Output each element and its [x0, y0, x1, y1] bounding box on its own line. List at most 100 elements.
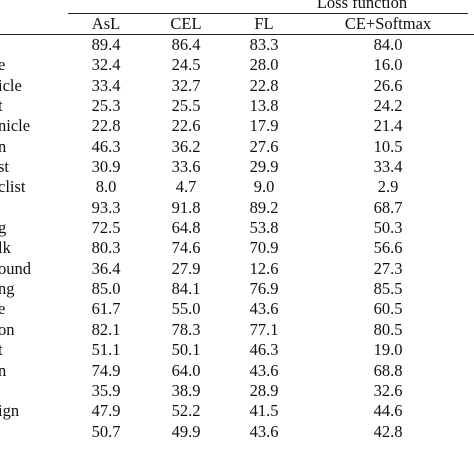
column-header-asl: AsL — [91, 14, 121, 33]
cell-fl: 43.6 — [249, 299, 279, 319]
cell-asl: 32.4 — [91, 55, 121, 75]
cell-ce-softmax: 16.0 — [373, 55, 403, 75]
cell-ce-softmax: 80.5 — [373, 319, 403, 339]
cell-asl: 72.5 — [91, 218, 121, 238]
row-label: t — [0, 96, 3, 116]
cell-asl: 30.9 — [91, 157, 121, 177]
cell-cel: 50.1 — [171, 340, 201, 360]
cell-ce-softmax: 68.7 — [373, 197, 403, 217]
cell-cel: 64.0 — [171, 360, 201, 380]
cell-fl: 46.3 — [249, 340, 279, 360]
cell-ce-softmax: 32.6 — [373, 380, 403, 400]
table-row: 50.7 49.9 43.6 42.8 — [0, 422, 474, 442]
table-row: 35.9 38.9 28.9 32.6 — [0, 381, 474, 401]
cell-fl: 28.9 — [249, 380, 279, 400]
cell-fl: 9.0 — [253, 177, 275, 197]
cell-asl: 35.9 — [91, 380, 121, 400]
cell-ce-softmax: 84.0 — [373, 35, 403, 54]
row-label: icle — [0, 75, 22, 95]
row-label: ign — [0, 401, 20, 421]
table-row: ign 47.9 52.2 41.5 44.6 — [0, 401, 474, 421]
cell-ce-softmax: 19.0 — [373, 340, 403, 360]
cell-cel: 84.1 — [171, 279, 201, 299]
row-label: e — [0, 55, 6, 75]
table-body: 89.4 86.4 83.3 84.0 e 32.4 24.5 28.0 16.0 icle 33.… — [0, 35, 474, 442]
cell-cel: 55.0 — [171, 299, 201, 319]
row-label: nicle — [0, 116, 31, 136]
loss-function-header: Loss function — [316, 0, 408, 12]
cell-fl: 83.3 — [249, 35, 279, 54]
cell-cel: 33.6 — [171, 157, 201, 177]
cell-ce-softmax: 60.5 — [373, 299, 403, 319]
table-row: g 72.5 64.8 53.8 50.3 — [0, 218, 474, 238]
table-row: nicle 22.8 22.6 17.9 21.4 — [0, 116, 474, 136]
cell-cel: 64.8 — [171, 218, 201, 238]
row-label: g — [0, 218, 7, 238]
cell-cel: 4.7 — [175, 177, 197, 197]
cell-fl: 76.9 — [249, 279, 279, 299]
cell-asl: 47.9 — [91, 401, 121, 421]
cell-cel: 32.7 — [171, 75, 201, 95]
table-row: on 82.1 78.3 77.1 80.5 — [0, 320, 474, 340]
cell-asl: 22.8 — [91, 116, 121, 136]
column-header-cel: CEL — [170, 14, 202, 33]
cell-ce-softmax: 21.4 — [373, 116, 403, 136]
cell-asl: 50.7 — [91, 421, 121, 441]
cell-fl: 77.1 — [249, 319, 279, 339]
row-label: n — [0, 360, 7, 380]
cell-ce-softmax: 24.2 — [373, 96, 403, 116]
cell-fl: 43.6 — [249, 421, 279, 441]
header-rule — [68, 13, 468, 14]
cell-ce-softmax: 2.9 — [377, 177, 399, 197]
cell-asl: 89.4 — [91, 35, 121, 54]
column-header-ce-softmax: CE+Softmax — [344, 14, 432, 33]
cell-asl: 25.3 — [91, 96, 121, 116]
row-label: on — [0, 319, 15, 339]
cell-asl: 82.1 — [91, 319, 121, 339]
cell-cel: 36.2 — [171, 136, 201, 156]
cell-cel: 25.5 — [171, 96, 201, 116]
row-label: st — [0, 157, 10, 177]
cell-cel: 74.6 — [171, 238, 201, 258]
cell-cel: 27.9 — [171, 258, 201, 278]
row-label: lk — [0, 238, 11, 258]
cell-ce-softmax: 85.5 — [373, 279, 403, 299]
table-row: clist 8.0 4.7 9.0 2.9 — [0, 177, 474, 197]
cell-cel: 24.5 — [171, 55, 201, 75]
cell-asl: 8.0 — [95, 177, 117, 197]
column-header-row: AsL CEL FL CE+Softmax — [0, 13, 474, 34]
row-label: e — [0, 299, 6, 319]
cell-fl: 27.6 — [249, 136, 279, 156]
cell-fl: 13.8 — [249, 96, 279, 116]
cell-asl: 85.0 — [91, 279, 121, 299]
column-header-fl: FL — [254, 14, 274, 33]
table-row: t 51.1 50.1 46.3 19.0 — [0, 340, 474, 360]
table-row: n 46.3 36.2 27.6 10.5 — [0, 137, 474, 157]
column-header-rule — [0, 34, 474, 35]
table-row: st 30.9 33.6 29.9 33.4 — [0, 157, 474, 177]
cell-ce-softmax: 56.6 — [373, 238, 403, 258]
cell-ce-softmax: 27.3 — [373, 258, 403, 278]
table-row: ound 36.4 27.9 12.6 27.3 — [0, 259, 474, 279]
table-row: 89.4 86.4 83.3 84.0 — [0, 35, 474, 55]
row-label: clist — [0, 177, 26, 197]
cell-cel: 86.4 — [171, 35, 201, 54]
row-label: n — [0, 136, 7, 156]
cell-fl: 41.5 — [249, 401, 279, 421]
cell-ce-softmax: 68.8 — [373, 360, 403, 380]
table-row: 93.3 91.8 89.2 68.7 — [0, 198, 474, 218]
cell-fl: 53.8 — [249, 218, 279, 238]
cell-fl: 22.8 — [249, 75, 279, 95]
table-row: t 25.3 25.5 13.8 24.2 — [0, 96, 474, 116]
row-label: ound — [0, 258, 31, 278]
cell-asl: 74.9 — [91, 360, 121, 380]
cell-cel: 22.6 — [171, 116, 201, 136]
cell-cel: 91.8 — [171, 197, 201, 217]
cell-asl: 93.3 — [91, 197, 121, 217]
cell-ce-softmax: 50.3 — [373, 218, 403, 238]
table-row: lk 80.3 74.6 70.9 56.6 — [0, 238, 474, 258]
cell-fl: 28.0 — [249, 55, 279, 75]
table-row: e 32.4 24.5 28.0 16.0 — [0, 55, 474, 75]
table-row: n 74.9 64.0 43.6 68.8 — [0, 361, 474, 381]
cell-ce-softmax: 26.6 — [373, 75, 403, 95]
